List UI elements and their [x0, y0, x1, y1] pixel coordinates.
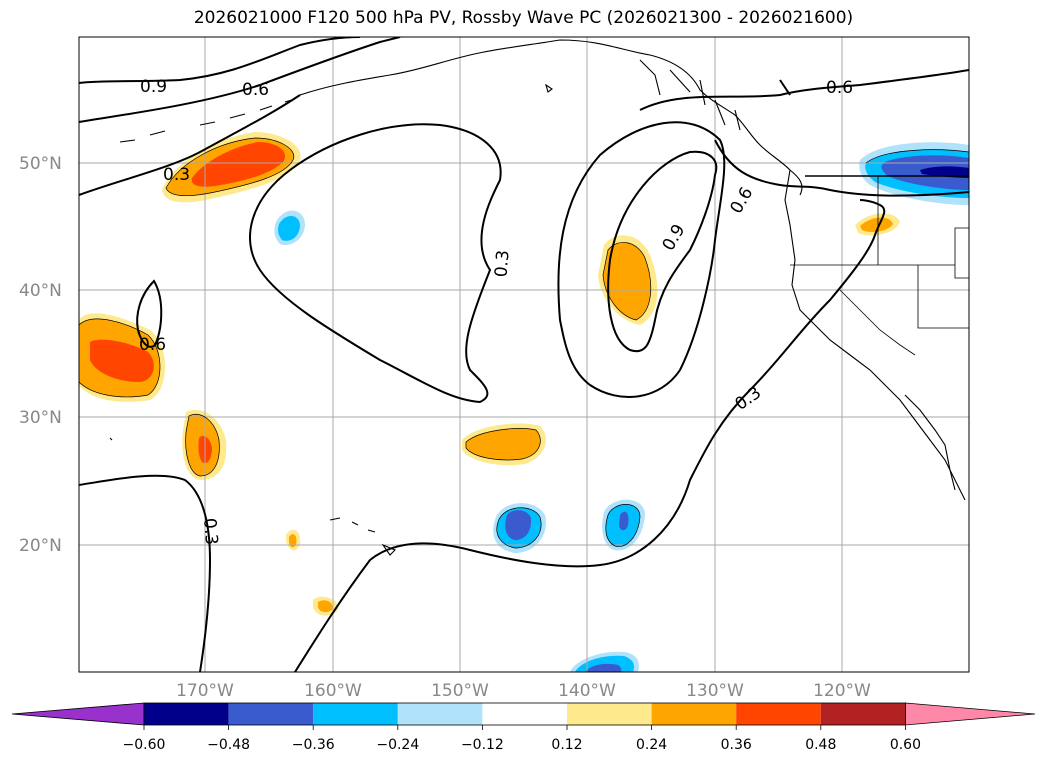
contour-label: 0.6: [826, 78, 853, 98]
latitude-labels: 50°N 40°N 30°N 20°N: [19, 154, 62, 556]
colorbar-segment: [144, 703, 229, 725]
negative-anomaly-south: [570, 651, 639, 672]
positive-anomaly-147w: [462, 423, 546, 466]
negative-anomaly-138w: [602, 499, 645, 551]
colorbar-tick-label: 0.48: [805, 737, 836, 753]
colorbar-extend-min: [11, 702, 145, 726]
positive-anomaly-north-pacific: [162, 132, 301, 203]
colorbar-segment: [567, 703, 652, 725]
colorbar-tick-label: −0.48: [207, 737, 250, 753]
pv-contours: [79, 37, 969, 672]
lon-label: 170°W: [176, 681, 234, 701]
contour-label: 0.3: [491, 249, 513, 278]
positive-anomaly-138w: [598, 235, 658, 325]
colorbar-tick-label: 0.24: [636, 737, 667, 753]
colorbar-segment: [651, 703, 737, 725]
contour-label: 0.3: [163, 165, 190, 185]
colorbar-segment: [736, 703, 821, 725]
negative-anomaly-146w: [493, 503, 546, 553]
contour-label: 0.9: [659, 221, 690, 254]
map-frame: [78, 36, 970, 673]
contour-label: 0.6: [139, 335, 166, 355]
anomaly-outlines: [79, 137, 969, 549]
lon-label: 130°W: [686, 681, 744, 701]
colorbar-segment: [313, 703, 398, 725]
colorbar-outline: [143, 702, 906, 726]
map-title: 2026021000 F120 500 hPa PV, Rossby Wave …: [193, 8, 854, 28]
lon-label: 120°W: [813, 681, 871, 701]
negative-anomaly-northeast: [859, 142, 969, 205]
colorbar-segment: [228, 703, 314, 725]
lat-label: 30°N: [19, 408, 62, 428]
colorbar: −0.60 −0.48 −0.36 −0.24 −0.12 0.12 0.24 …: [11, 702, 1036, 753]
colorbar-ticks: [143, 725, 906, 730]
lat-label: 20°N: [19, 536, 62, 556]
colorbar-segment: [482, 703, 567, 725]
positive-anomaly-hawaii-core: [289, 534, 297, 548]
lon-label: 150°W: [431, 681, 489, 701]
lon-label: 140°W: [558, 681, 616, 701]
coastlines: [109, 39, 969, 556]
colorbar-tick-label: −0.24: [376, 737, 419, 753]
colorbar-tick-label: −0.12: [461, 737, 504, 753]
contour-label: 0.3: [199, 517, 221, 546]
lat-label: 40°N: [19, 281, 62, 301]
negative-anomaly-163w: [274, 210, 305, 246]
positive-anomaly-160w-core: [318, 600, 333, 613]
contour-label: 0.6: [727, 184, 758, 217]
pv-anomaly-shading: [79, 132, 969, 672]
colorbar-extend-max: [905, 702, 1036, 726]
contour-label: 0.6: [242, 80, 269, 100]
colorbar-tick-label: 0.12: [551, 737, 582, 753]
lon-label: 160°W: [304, 681, 362, 701]
colorbar-tick-label: 0.36: [721, 737, 752, 753]
colorbar-segment: [820, 703, 906, 725]
positive-anomaly-170w: [182, 409, 227, 480]
colorbar-segment: [397, 703, 483, 725]
lat-label: 50°N: [19, 154, 62, 174]
contour-label: 0.3: [731, 383, 765, 415]
contour-label: 0.9: [140, 77, 167, 97]
colorbar-tick-label: −0.36: [292, 737, 335, 753]
graticule: [79, 37, 969, 672]
colorbar-tick-label: 0.60: [890, 737, 921, 753]
colorbar-tick-label: −0.60: [123, 737, 166, 753]
positive-anomaly-west: [79, 313, 165, 402]
positive-anomaly-california-core: [860, 217, 893, 232]
longitude-labels: 170°W 160°W 150°W 140°W 130°W 120°W: [176, 681, 871, 701]
